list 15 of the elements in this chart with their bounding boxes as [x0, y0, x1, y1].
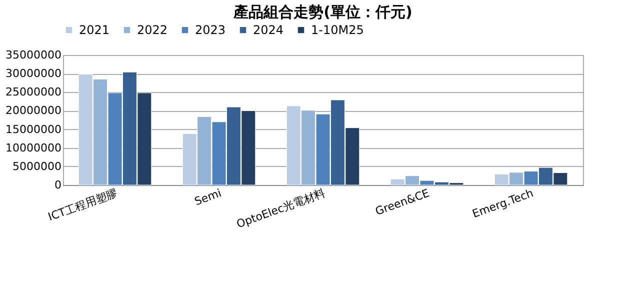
x-tick-label: Semi [192, 186, 224, 208]
y-tick-label: 25000000 [6, 86, 62, 99]
y-tick-label: 15000000 [6, 122, 62, 136]
y-tick-label: 35000000 [6, 48, 62, 62]
legend-label: 2023 [195, 23, 226, 38]
legend-label: 1-10M25 [311, 23, 364, 38]
y-tick-label: 5000000 [12, 160, 62, 173]
y-tick-label: 30000000 [6, 67, 62, 80]
y-tick-label: 10000000 [6, 141, 62, 154]
legend-label: 2021 [79, 23, 110, 38]
legend-label: 2022 [137, 23, 168, 38]
y-tick-label: 20000000 [6, 104, 62, 118]
legend-label: 2024 [253, 23, 284, 38]
y-tick-label: 0 [54, 178, 62, 192]
chart-title: 產品組合走勢(單位：仟元) [232, 3, 412, 21]
